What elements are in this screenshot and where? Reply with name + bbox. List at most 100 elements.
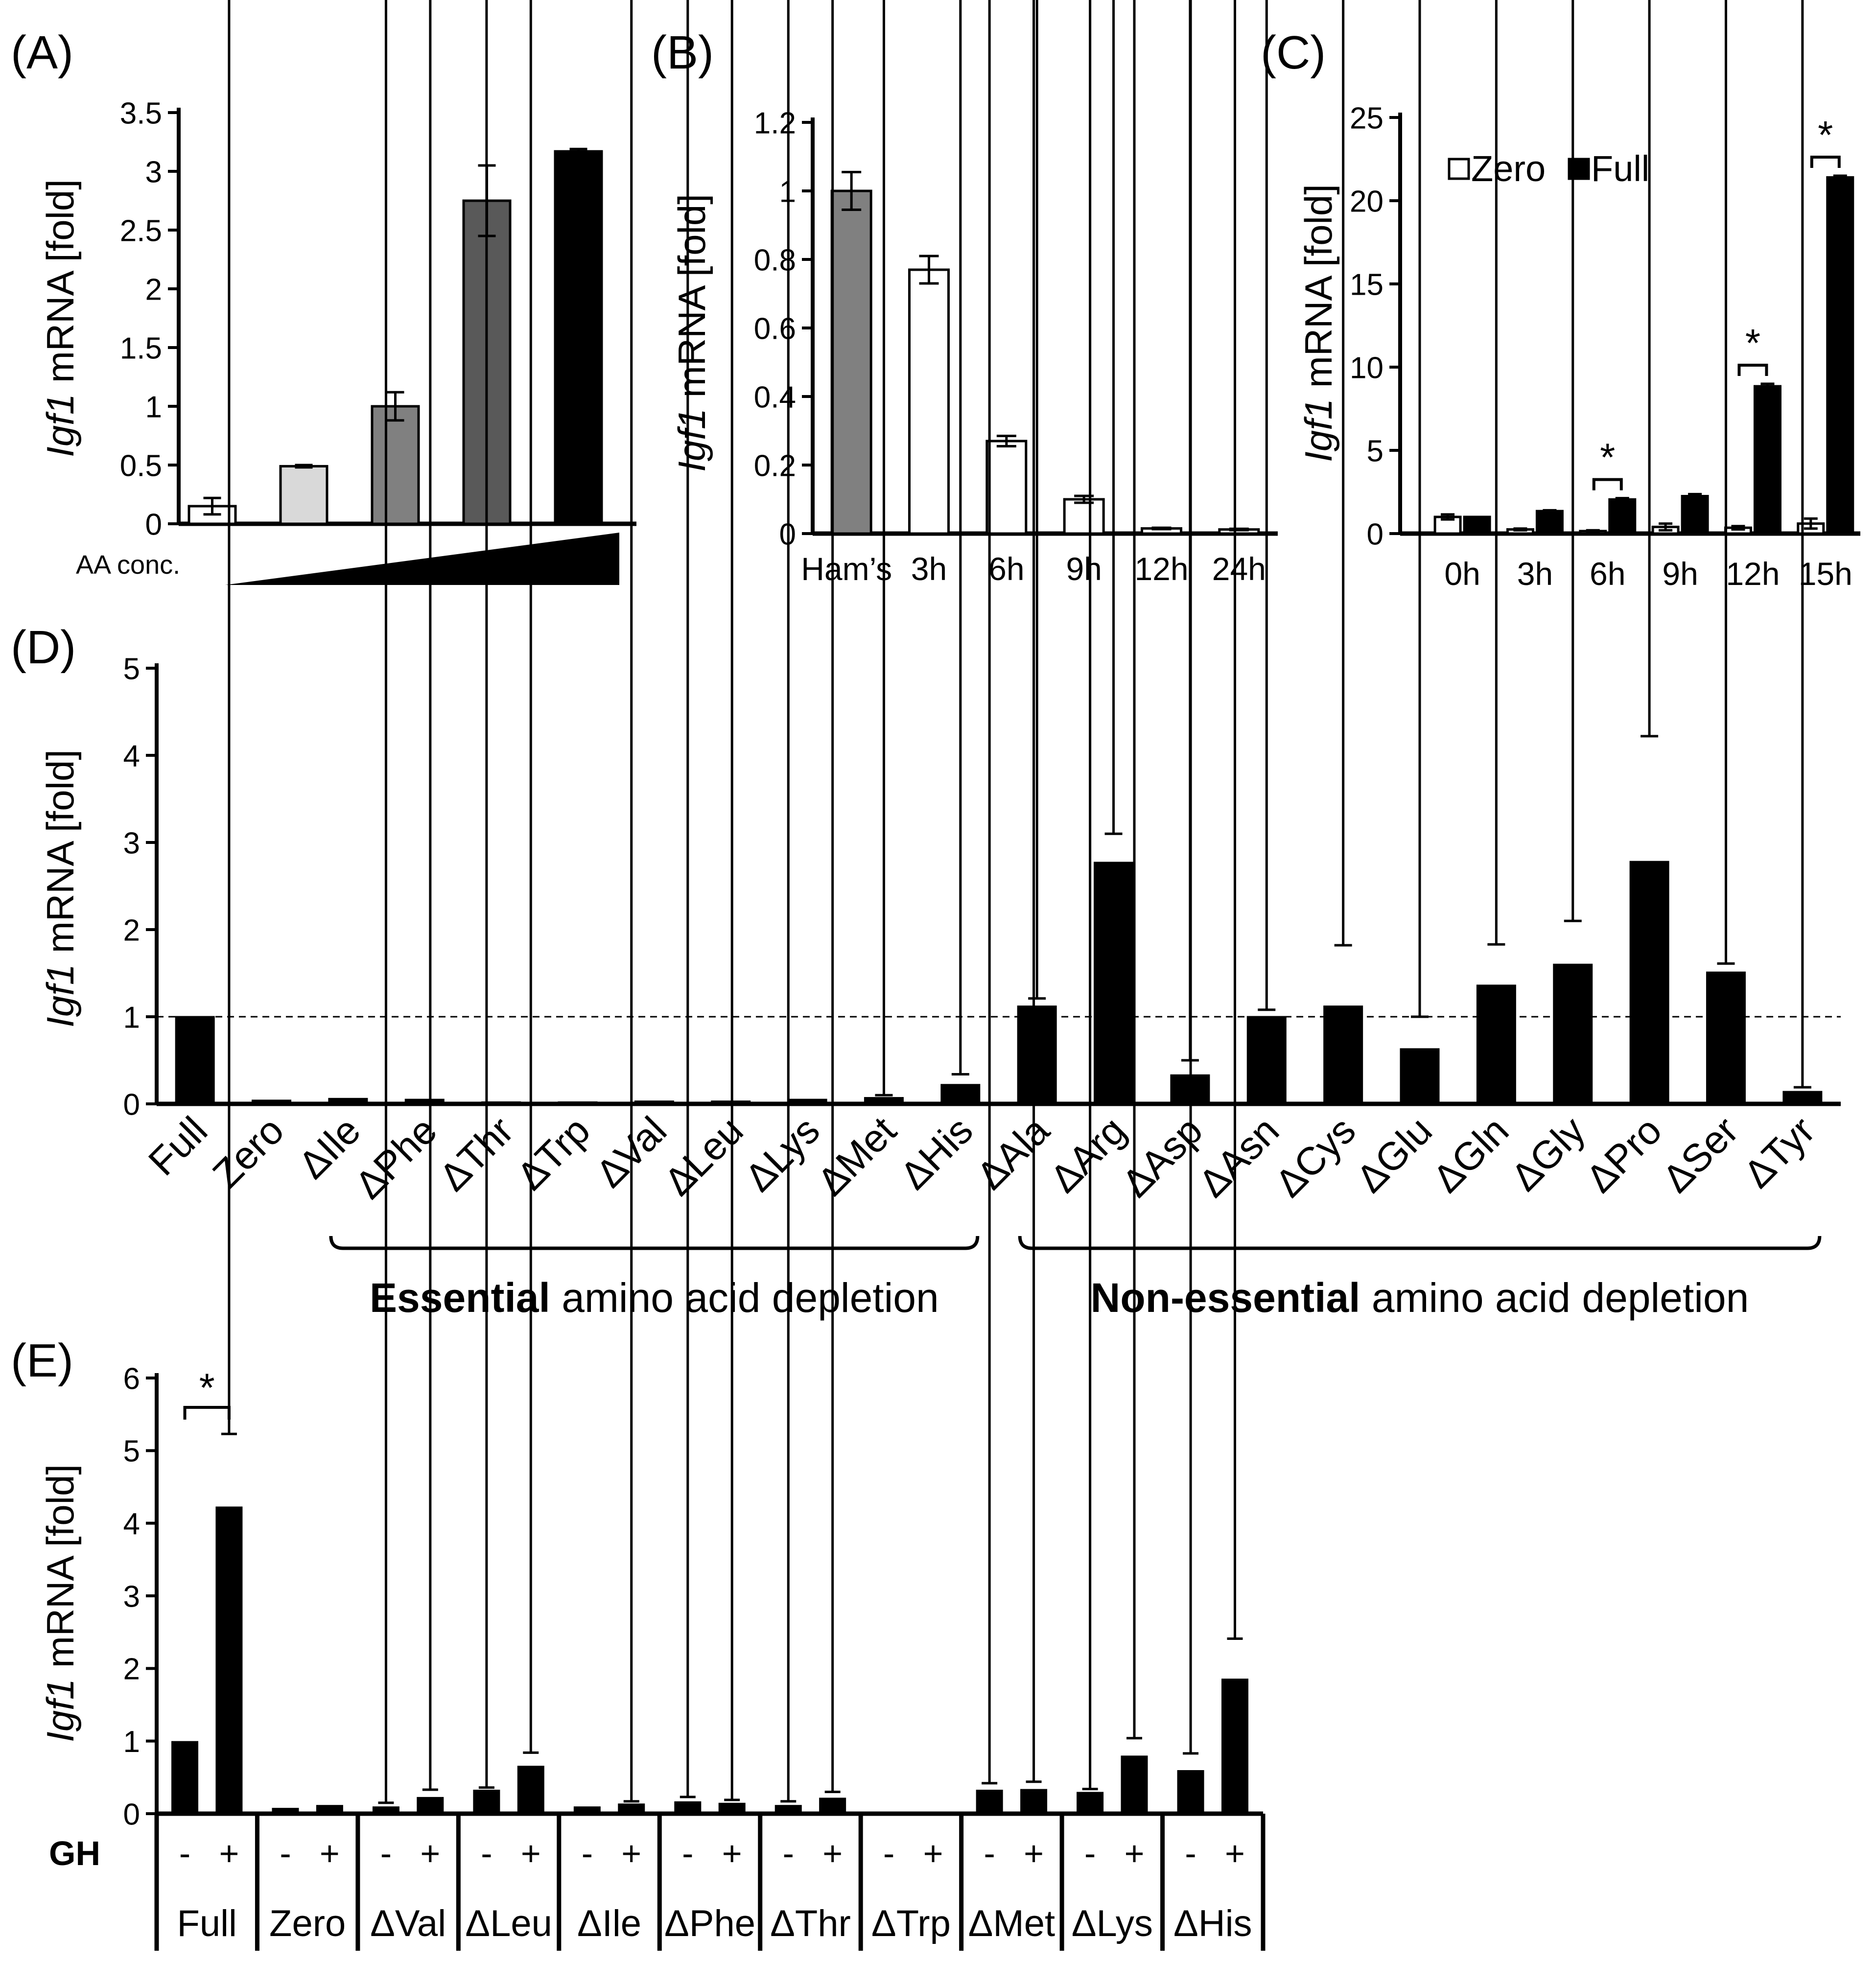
group-bracket	[329, 1236, 980, 1250]
y-tick-label: 2	[145, 273, 162, 306]
y-axis-label-italic: Igf1	[39, 394, 82, 457]
gh-plus-label: +	[722, 1834, 742, 1872]
gh-minus-label: -	[1185, 1834, 1196, 1872]
y-tick-label: 0	[145, 508, 162, 541]
y-tick-label: 4	[123, 1507, 140, 1541]
bar	[1629, 861, 1669, 1105]
y-axis-label-text: mRNA [fold]	[39, 179, 82, 394]
bar-full	[1608, 498, 1637, 535]
bar	[1476, 984, 1516, 1105]
bar-gh-minus	[774, 1805, 802, 1814]
error-bar	[1513, 527, 1527, 532]
x-tick-label: ΔAsn	[1190, 1108, 1287, 1205]
x-tick-label: Zero	[204, 1108, 292, 1196]
y-axis-label-text: mRNA [fold]	[39, 1464, 82, 1679]
x-tick-label: ΔPro	[1577, 1108, 1670, 1201]
x-tick-label: ΔAla	[968, 1108, 1058, 1198]
bar	[328, 1098, 368, 1105]
group-label-bold: Essential	[370, 1275, 550, 1321]
panel-label: (C)	[1261, 26, 1326, 79]
x-tick-label: ΔPhe	[664, 1903, 755, 1944]
gh-plus-label: +	[420, 1834, 440, 1872]
gh-plus-label: +	[1225, 1834, 1245, 1872]
x-tick-label: ΔLys	[1072, 1903, 1153, 1944]
bar	[279, 465, 328, 525]
y-tick-label: 25	[1350, 101, 1384, 135]
x-tick-label: Zero	[269, 1903, 346, 1944]
error-bar	[1183, 0, 1199, 1755]
error-bar	[203, 496, 221, 516]
x-tick-label: ΔIle	[577, 1903, 641, 1944]
bar	[371, 405, 420, 525]
y-tick-label: 2	[123, 913, 140, 947]
error-bar	[1104, 0, 1123, 835]
panel-label: (D)	[11, 621, 76, 674]
x-tick-label: 12h	[1726, 556, 1780, 592]
bar-gh-minus	[171, 1741, 199, 1814]
y-axis-label-italic: Igf1	[1297, 398, 1340, 462]
bar-full	[1753, 385, 1782, 535]
y-tick-label: 5	[1367, 434, 1384, 468]
y-tick-label: 15	[1350, 268, 1384, 302]
bar	[830, 189, 872, 535]
error-bar	[1659, 522, 1673, 532]
error-bar	[680, 0, 696, 1798]
y-tick-label: 3	[123, 1580, 140, 1613]
bar-gh-plus	[316, 1805, 343, 1814]
y-tick-label: 1	[123, 1725, 140, 1759]
y-tick-label: 5	[123, 652, 140, 686]
error-bar	[478, 0, 494, 1789]
x-tick-label: 0h	[1444, 556, 1480, 592]
x-tick-label: ΔThr	[770, 1903, 851, 1944]
significance-asterisk: *	[1600, 436, 1615, 479]
bar-gh-minus	[976, 1790, 1003, 1814]
error-bar	[996, 435, 1016, 447]
x-tick-label: ΔLeu	[465, 1903, 552, 1944]
error-bar	[982, 0, 998, 1785]
gh-plus-label: +	[923, 1834, 943, 1872]
error-bar	[623, 0, 639, 1803]
error-bar	[1229, 527, 1249, 532]
y-axis-label-text: mRNA [fold]	[39, 749, 82, 964]
bar-gh-minus	[473, 1790, 500, 1814]
x-tick-label: ΔLys	[736, 1108, 828, 1200]
bar	[404, 1098, 445, 1105]
bar-gh-plus	[215, 1506, 243, 1814]
group-label-text: amino acid depletion	[550, 1275, 939, 1321]
error-bar	[221, 0, 237, 1435]
bar	[1017, 1005, 1057, 1105]
x-tick-label: 24h	[1212, 551, 1266, 587]
error-bar	[1641, 0, 1659, 738]
bar	[985, 440, 1028, 535]
bar	[1782, 1091, 1823, 1105]
gh-plus-label: +	[621, 1834, 641, 1872]
error-bar	[1731, 525, 1745, 531]
y-tick-label: 0	[123, 1798, 140, 1831]
y-tick-label: 6	[123, 1362, 140, 1396]
error-bar	[569, 147, 587, 155]
concentration-gradient-wedge	[225, 533, 619, 585]
y-axis-label-italic: Igf1	[670, 408, 713, 472]
error-bar	[919, 255, 939, 285]
x-tick-label: ΔTrp	[871, 1903, 951, 1944]
error-bar	[1804, 517, 1818, 530]
error-bar	[1082, 0, 1098, 1791]
x-tick-label: 12h	[1134, 551, 1188, 587]
x-tick-label: ΔGln	[1425, 1108, 1517, 1201]
y-axis-label-text: mRNA [fold]	[670, 194, 713, 408]
bar-gh-plus	[1221, 1679, 1248, 1814]
error-bar	[1026, 0, 1042, 1783]
bar-gh-minus	[372, 1806, 399, 1814]
bar-gh-minus	[875, 1813, 903, 1814]
x-tick-label: ΔGlu	[1348, 1108, 1440, 1201]
x-tick-label: ΔMet	[968, 1903, 1055, 1944]
group-label: Non-essential amino acid depletion	[1091, 1275, 1749, 1321]
y-tick-label: 2	[123, 1653, 140, 1686]
error-bar	[780, 0, 797, 1803]
group-label-text: amino acid depletion	[1360, 1275, 1749, 1321]
gh-minus-label: -	[582, 1834, 593, 1872]
error-bar	[875, 0, 893, 1097]
x-axis-label: AA conc.	[76, 550, 180, 580]
error-bar	[1227, 0, 1243, 1640]
